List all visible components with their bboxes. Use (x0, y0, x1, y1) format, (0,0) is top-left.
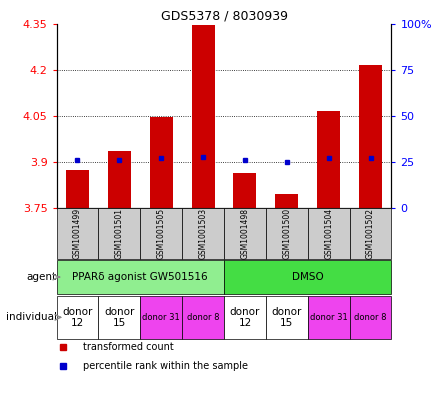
Text: agent: agent (26, 272, 56, 282)
Bar (275, 195, 298, 208)
Bar (191, 25, 214, 208)
Bar (56, 260, 224, 294)
Bar (349, 296, 391, 339)
Text: PPARδ agonist GW501516: PPARδ agonist GW501516 (72, 272, 207, 282)
Bar (56, 208, 98, 259)
Text: individual: individual (6, 312, 56, 322)
Text: transformed count: transformed count (83, 342, 174, 352)
Bar (98, 296, 140, 339)
Text: donor
12: donor 12 (229, 307, 260, 328)
Text: GSM1001500: GSM1001500 (282, 208, 291, 259)
Text: GSM1001504: GSM1001504 (323, 208, 332, 259)
Bar (149, 118, 172, 208)
Text: donor
12: donor 12 (62, 307, 92, 328)
Bar (108, 151, 131, 208)
Bar (316, 111, 339, 208)
Bar (307, 296, 349, 339)
Text: GSM1001498: GSM1001498 (240, 208, 249, 259)
Bar (307, 208, 349, 259)
Bar (224, 208, 265, 259)
Title: GDS5378 / 8030939: GDS5378 / 8030939 (160, 9, 287, 22)
Text: GSM1001501: GSM1001501 (115, 208, 124, 259)
Text: GSM1001503: GSM1001503 (198, 208, 207, 259)
Text: GSM1001502: GSM1001502 (365, 208, 374, 259)
Bar (224, 260, 391, 294)
Text: DMSO: DMSO (291, 272, 323, 282)
Bar (265, 208, 307, 259)
Bar (265, 296, 307, 339)
Bar (140, 296, 182, 339)
Text: donor 31: donor 31 (142, 313, 180, 322)
Text: percentile rank within the sample: percentile rank within the sample (83, 361, 248, 371)
Bar (233, 173, 256, 208)
Bar (66, 170, 89, 208)
Bar (182, 208, 224, 259)
Text: GSM1001505: GSM1001505 (156, 208, 165, 259)
Bar (358, 65, 381, 208)
Text: donor 8: donor 8 (187, 313, 219, 322)
Bar (140, 208, 182, 259)
Text: donor
15: donor 15 (271, 307, 301, 328)
Bar (56, 296, 98, 339)
Bar (224, 296, 265, 339)
Text: GSM1001499: GSM1001499 (73, 208, 82, 259)
Text: donor
15: donor 15 (104, 307, 134, 328)
Bar (349, 208, 391, 259)
Bar (182, 296, 224, 339)
Text: donor 31: donor 31 (309, 313, 347, 322)
Bar (98, 208, 140, 259)
Text: donor 8: donor 8 (354, 313, 386, 322)
